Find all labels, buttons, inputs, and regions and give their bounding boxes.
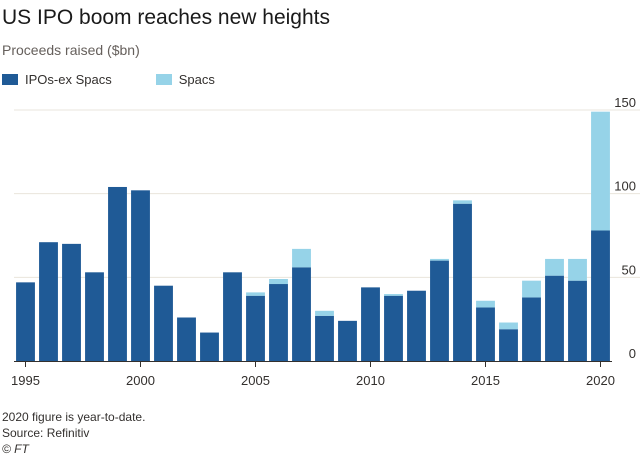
bar-ipos-2001 xyxy=(154,285,173,361)
bar-ipos-2016 xyxy=(499,329,518,361)
legend-swatch-spacs xyxy=(155,74,172,85)
bar-ipos-2010 xyxy=(361,287,380,361)
footnote: 2020 figure is year-to-date. xyxy=(2,410,146,424)
bar-ipos-2004 xyxy=(223,272,242,361)
bar-ipos-1996 xyxy=(39,242,58,361)
bar-ipos-1999 xyxy=(108,186,127,361)
bar-ipos-2005 xyxy=(246,295,265,361)
y-tick-label-0: 0 xyxy=(629,346,636,361)
bar-ipos-1998 xyxy=(85,272,104,361)
legend-swatch-ipos xyxy=(2,74,18,85)
x-tick-label-2020: 2020 xyxy=(586,373,615,388)
bar-ipos-2015 xyxy=(476,307,495,361)
bar-ipos-2011 xyxy=(384,295,403,361)
bar-ipos-2017 xyxy=(522,297,541,361)
bar-ipos-2000 xyxy=(131,190,150,361)
legend-label-spacs: Spacs xyxy=(178,72,215,87)
bar-ipos-2006 xyxy=(269,284,288,361)
x-tick-label-2015: 2015 xyxy=(471,373,500,388)
bar-ipos-2012 xyxy=(407,290,426,361)
bar-spacs-2014 xyxy=(453,200,472,204)
x-tick-label-2005: 2005 xyxy=(241,373,270,388)
chart-title: US IPO boom reaches new heights xyxy=(2,6,331,29)
x-tick-label-2010: 2010 xyxy=(356,373,385,388)
bar-spacs-2005 xyxy=(246,292,265,296)
bar-spacs-2015 xyxy=(476,300,495,308)
bar-spacs-2016 xyxy=(499,322,518,330)
copyright: © FT xyxy=(2,442,29,456)
x-tick-label-1995: 1995 xyxy=(11,373,40,388)
bar-ipos-1995 xyxy=(16,282,35,361)
y-tick-label-50: 50 xyxy=(622,262,636,277)
bar-ipos-2008 xyxy=(315,315,334,361)
legend-item-ipos: IPOs-ex Spacs xyxy=(2,72,112,87)
bar-spacs-2008 xyxy=(315,310,334,316)
bar-ipos-2013 xyxy=(430,260,449,361)
bar-spacs-2017 xyxy=(522,280,541,298)
bar-ipos-2019 xyxy=(568,280,587,361)
bar-ipos-2014 xyxy=(453,203,472,361)
bar-spacs-2006 xyxy=(269,279,288,285)
bar-ipos-2009 xyxy=(338,320,357,361)
bar-ipos-2002 xyxy=(177,317,196,361)
bar-ipos-2007 xyxy=(292,267,311,361)
legend-item-spacs: Spacs xyxy=(155,72,215,87)
legend-label-ipos: IPOs-ex Spacs xyxy=(25,72,112,87)
bar-spacs-2018 xyxy=(545,258,564,276)
bar-ipos-2018 xyxy=(545,275,564,361)
bar-chart: 0 50 100 150 1995 2000 2005 2010 2015 2020 xyxy=(11,95,640,388)
y-tick-label-150: 150 xyxy=(614,95,636,110)
bar-spacs-2013 xyxy=(430,258,449,261)
y-tick-label-100: 100 xyxy=(614,179,636,194)
bar-spacs-2007 xyxy=(292,248,311,268)
x-tick-label-2000: 2000 xyxy=(126,373,155,388)
bar-ipos-2020 xyxy=(591,230,610,361)
bar-ipos-1997 xyxy=(62,243,81,361)
bar-spacs-2020 xyxy=(591,111,610,231)
bar-ipos-2003 xyxy=(200,332,219,361)
bar-spacs-2019 xyxy=(568,258,587,281)
chart-subtitle: Proceeds raised ($bn) xyxy=(2,42,140,58)
bar-spacs-2011 xyxy=(384,294,403,296)
source-note: Source: Refinitiv xyxy=(2,426,90,440)
legend: IPOs-ex Spacs Spacs xyxy=(2,72,259,87)
